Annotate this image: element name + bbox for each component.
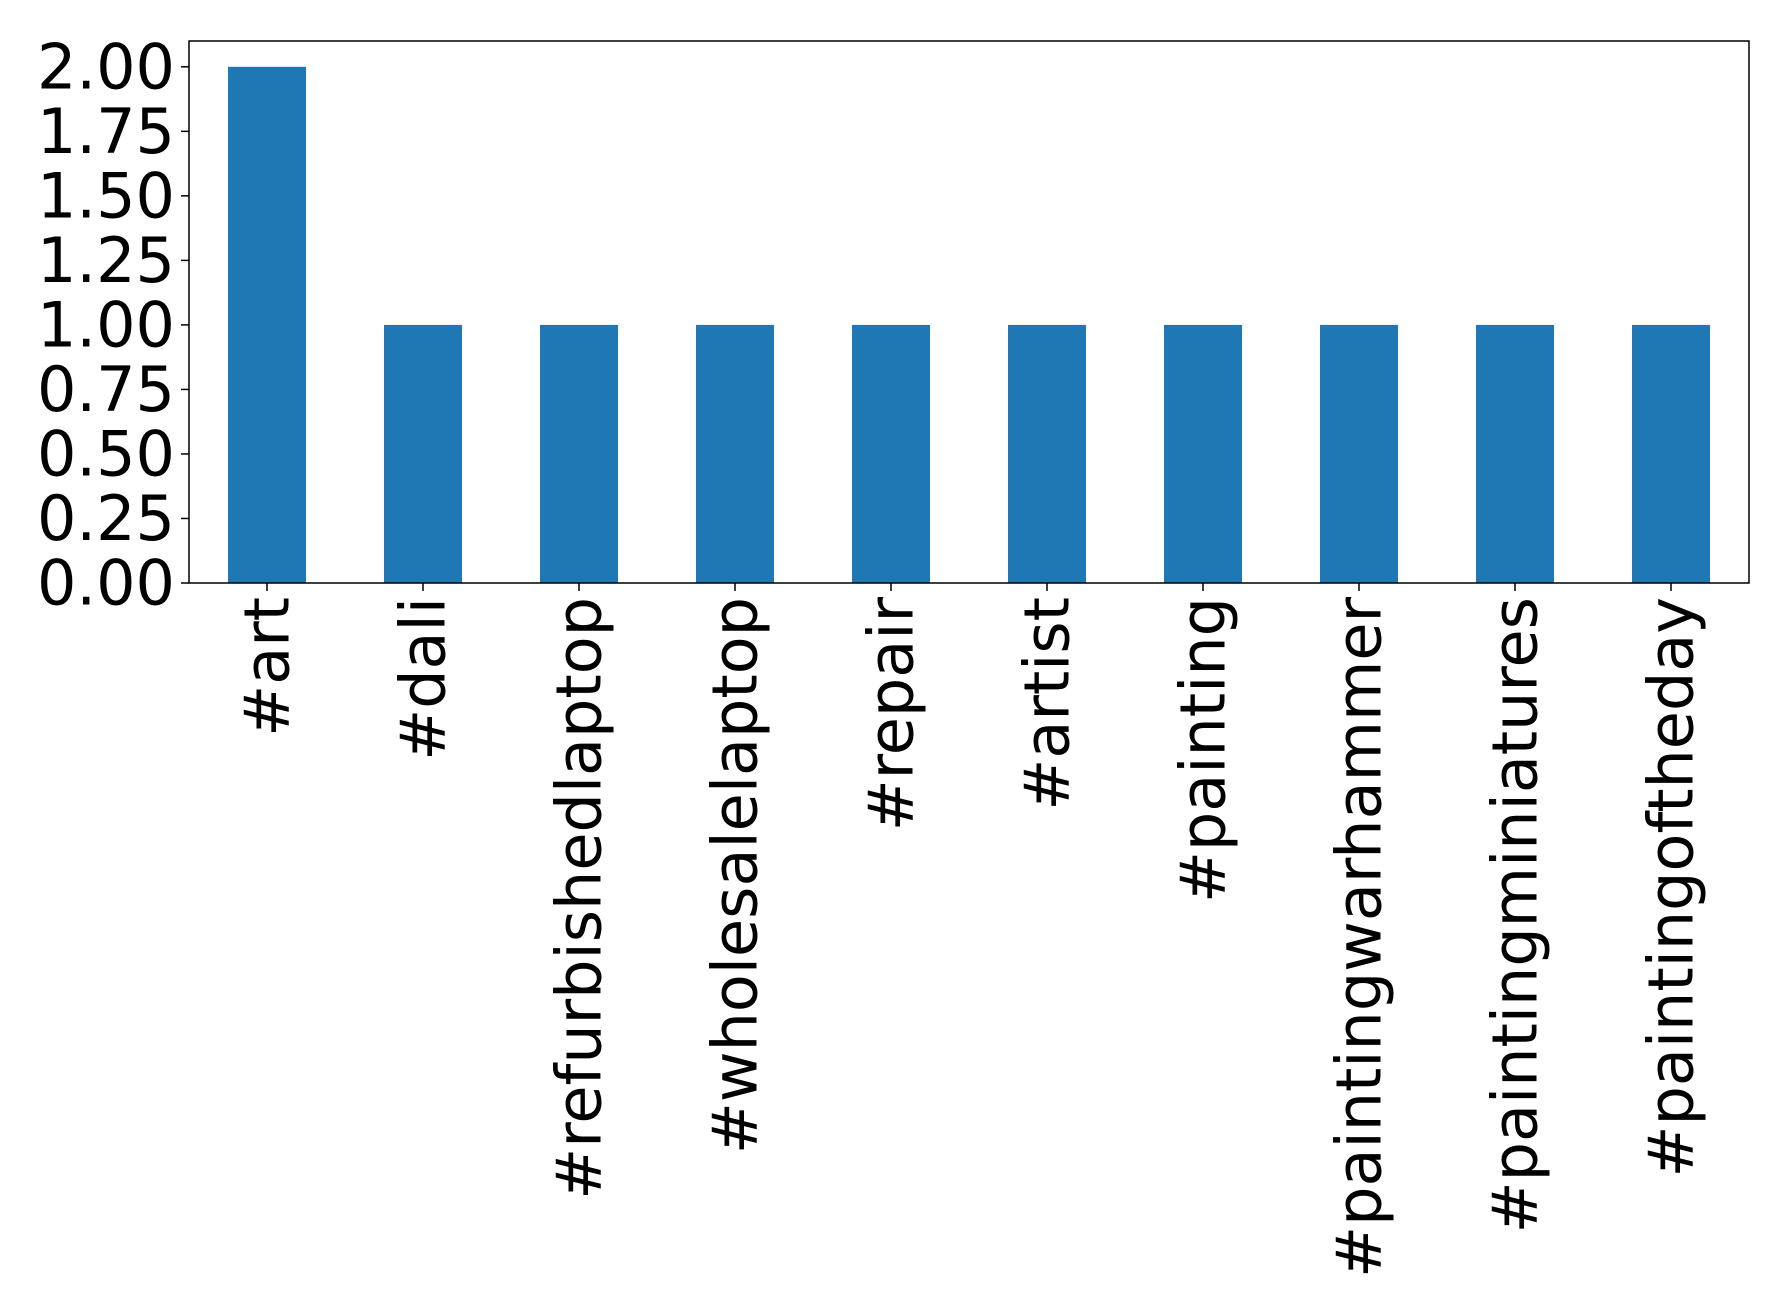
bar [696,324,774,583]
bar [384,324,462,583]
bar [852,324,930,583]
x-tick-label: #dali [387,597,460,761]
x-tick-label: #painting [1167,597,1240,903]
bar [540,324,618,583]
x-tick-label: #refurbishedlaptop [543,597,616,1200]
y-tick-label: 0.50 [37,417,175,490]
x-tick-label: #art [231,597,304,737]
bar [1008,324,1086,583]
y-tick-label: 0.25 [37,482,175,555]
x-tick-label: #artist [1011,597,1084,811]
bar [1320,324,1398,583]
y-tick-label: 0.00 [37,547,175,620]
y-tick-label: 1.25 [37,224,175,297]
y-tick-label: 2.00 [37,30,175,103]
plot-frame [188,40,1750,584]
y-tick-label: 1.00 [37,288,175,361]
bar [1476,324,1554,583]
x-tick-label: #paintingwarhammer [1323,596,1396,1277]
x-tick-label: #paintingoftheday [1635,597,1708,1177]
y-tick-label: 0.75 [37,353,175,426]
x-tick-label: #wholesalelaptop [699,597,772,1154]
y-tick-label: 1.50 [37,159,175,232]
x-tick-label: #paintingminiatures [1479,597,1552,1233]
bar [1164,324,1242,583]
x-tick-label: #repair [855,597,928,832]
bar [228,66,306,584]
bar [1632,324,1710,583]
y-tick-label: 1.75 [37,95,175,168]
